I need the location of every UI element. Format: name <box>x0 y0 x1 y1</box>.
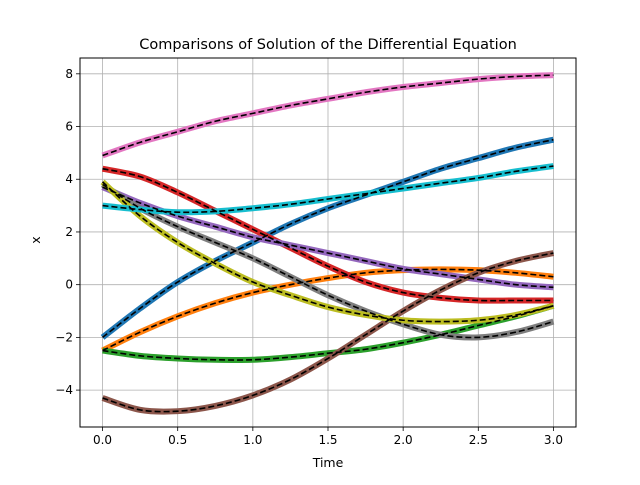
series-dashed-overlay <box>102 186 554 289</box>
x-tick-label: 3.0 <box>544 433 563 447</box>
x-tick-label: 1.5 <box>318 433 337 447</box>
x-tick-label: 0.5 <box>168 433 187 447</box>
series-dashed-overlay <box>102 167 554 302</box>
series-dashed-overlay <box>102 268 554 352</box>
x-axis-label: Time <box>312 455 344 470</box>
x-tick-label: 0.0 <box>93 433 112 447</box>
y-tick-label: −2 <box>55 330 73 344</box>
x-tick-label: 2.5 <box>469 433 488 447</box>
series-dashed-overlay <box>102 183 554 339</box>
series-line <box>100 179 555 325</box>
y-tick-label: 6 <box>65 120 73 134</box>
x-tick-label: 2.0 <box>394 433 413 447</box>
x-tick-label: 1.0 <box>243 433 262 447</box>
series-group <box>100 72 555 415</box>
ticks: 0.0 0.5 1.0 1.5 2.0 2.5 3.0 −4 −2 0 2 4 6 8 <box>55 67 563 447</box>
y-axis-label: x <box>28 236 43 243</box>
series-dashed-overlay <box>102 252 554 413</box>
series-dashed-overlay <box>102 138 554 339</box>
series-dashed-overlay <box>102 165 554 214</box>
y-tick-label: 0 <box>65 278 73 292</box>
series-line <box>101 72 554 159</box>
y-tick-label: 8 <box>65 67 73 81</box>
y-tick-label: 4 <box>65 172 73 186</box>
chart-title: Comparisons of Solution of the Different… <box>139 37 517 53</box>
y-tick-label: 2 <box>65 225 73 239</box>
y-tick-label: −4 <box>55 383 73 397</box>
series-dashed-overlay <box>102 304 554 361</box>
